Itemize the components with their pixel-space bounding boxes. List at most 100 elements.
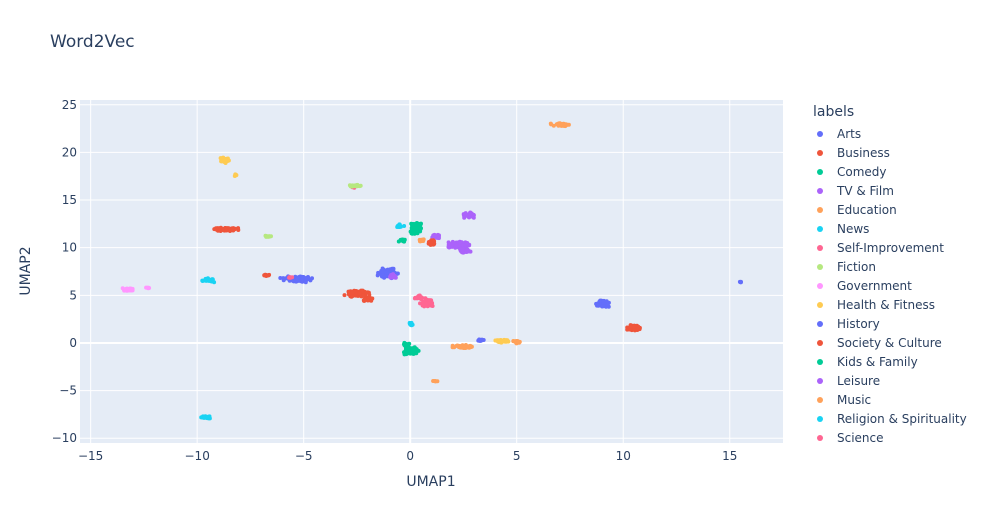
data-point xyxy=(223,157,228,162)
legend-label: Business xyxy=(837,145,890,160)
legend-marker xyxy=(817,263,823,270)
data-point xyxy=(130,287,135,292)
legend-item[interactable]: Music xyxy=(813,390,967,409)
legend-label: Self-Improvement xyxy=(837,240,944,255)
data-point xyxy=(358,183,363,188)
data-point xyxy=(468,212,473,217)
x-axis-title: UMAP1 xyxy=(406,474,455,490)
data-point xyxy=(236,228,241,232)
x-tick-label: 0 xyxy=(406,449,414,463)
data-point xyxy=(429,303,434,308)
legend-label: Music xyxy=(837,392,872,407)
legend-label: Religion & Spirituality xyxy=(837,411,967,426)
data-point xyxy=(357,291,362,296)
y-tick-label: 15 xyxy=(62,193,77,207)
legend-marker xyxy=(817,244,823,251)
data-point xyxy=(342,293,347,298)
series-religion-spirituality xyxy=(199,276,217,421)
legend-item[interactable]: TV & Film xyxy=(813,181,967,200)
legend-item[interactable]: Government xyxy=(813,276,967,295)
data-point xyxy=(503,338,508,343)
y-tick-label: 20 xyxy=(62,145,77,159)
legend-marker xyxy=(817,206,823,213)
legend-item[interactable]: Fiction xyxy=(813,257,967,276)
data-point xyxy=(454,243,459,248)
data-point xyxy=(397,225,402,229)
data-point xyxy=(409,323,414,328)
data-point xyxy=(637,325,642,330)
legend-item[interactable]: Self-Improvement xyxy=(813,238,967,257)
series-tv-film xyxy=(430,210,476,250)
legend-item[interactable]: Education xyxy=(813,200,967,219)
data-point xyxy=(450,345,455,350)
legend-item[interactable]: Health & Fitness xyxy=(813,295,967,314)
data-point xyxy=(468,344,473,349)
x-tick-label: −15 xyxy=(78,449,103,463)
legend-marker xyxy=(817,415,823,422)
x-tick-label: 5 xyxy=(513,449,521,463)
legend-label: Education xyxy=(837,202,897,217)
legend-item[interactable]: Leisure xyxy=(813,371,967,390)
legend-item[interactable]: Business xyxy=(813,143,967,162)
data-point xyxy=(464,344,468,348)
data-point xyxy=(449,243,454,248)
data-point xyxy=(555,121,560,126)
data-point xyxy=(433,233,438,238)
legend-item[interactable]: History xyxy=(813,314,967,333)
series-news xyxy=(395,222,415,328)
data-point xyxy=(123,288,128,293)
legend-item[interactable]: News xyxy=(813,219,967,238)
data-point xyxy=(221,227,225,232)
legend-marker xyxy=(817,149,823,156)
data-point xyxy=(366,290,371,295)
legend-marker xyxy=(817,377,823,384)
legend-item[interactable]: Comedy xyxy=(813,162,967,181)
legend-item[interactable]: Arts xyxy=(813,124,967,143)
legend-item[interactable]: Science xyxy=(813,428,967,447)
x-tick-label: 15 xyxy=(722,449,737,463)
legend-item[interactable]: Kids & Family xyxy=(813,352,967,371)
data-point xyxy=(477,338,482,343)
data-point xyxy=(269,234,273,239)
data-point xyxy=(460,243,465,248)
legend-item[interactable]: Society & Culture xyxy=(813,333,967,352)
legend-marker xyxy=(817,187,823,194)
data-point xyxy=(402,224,407,228)
legend-label: Kids & Family xyxy=(837,354,918,369)
data-point xyxy=(402,352,407,357)
data-point xyxy=(380,273,385,278)
chart-title: Word2Vec xyxy=(50,32,135,52)
data-point xyxy=(265,234,270,239)
data-point xyxy=(738,280,743,285)
data-point xyxy=(493,338,498,343)
data-point xyxy=(413,228,418,233)
data-point xyxy=(281,276,286,281)
data-point xyxy=(278,276,283,280)
data-point xyxy=(460,250,464,255)
data-point xyxy=(376,270,381,275)
series-kids-family xyxy=(402,226,423,349)
data-point xyxy=(219,159,224,164)
data-point xyxy=(360,289,365,294)
series-music xyxy=(417,237,522,346)
legend-label: History xyxy=(837,316,880,331)
series-science xyxy=(287,275,424,302)
data-point xyxy=(347,183,352,188)
y-tick-label: 25 xyxy=(62,98,77,112)
y-tick-label: −5 xyxy=(59,384,77,398)
data-point xyxy=(424,301,428,306)
data-point xyxy=(350,293,355,298)
data-point xyxy=(465,241,470,245)
legend-marker xyxy=(817,301,823,308)
data-point xyxy=(497,338,502,343)
legend-item[interactable]: Religion & Spirituality xyxy=(813,409,967,428)
legend-marker xyxy=(817,339,823,346)
data-point xyxy=(262,273,267,278)
legend-label: News xyxy=(837,221,870,236)
data-point xyxy=(146,285,151,290)
legend-label: Government xyxy=(837,278,912,293)
legend-label: Fiction xyxy=(837,259,876,274)
data-point xyxy=(463,212,468,217)
data-point xyxy=(412,345,417,350)
